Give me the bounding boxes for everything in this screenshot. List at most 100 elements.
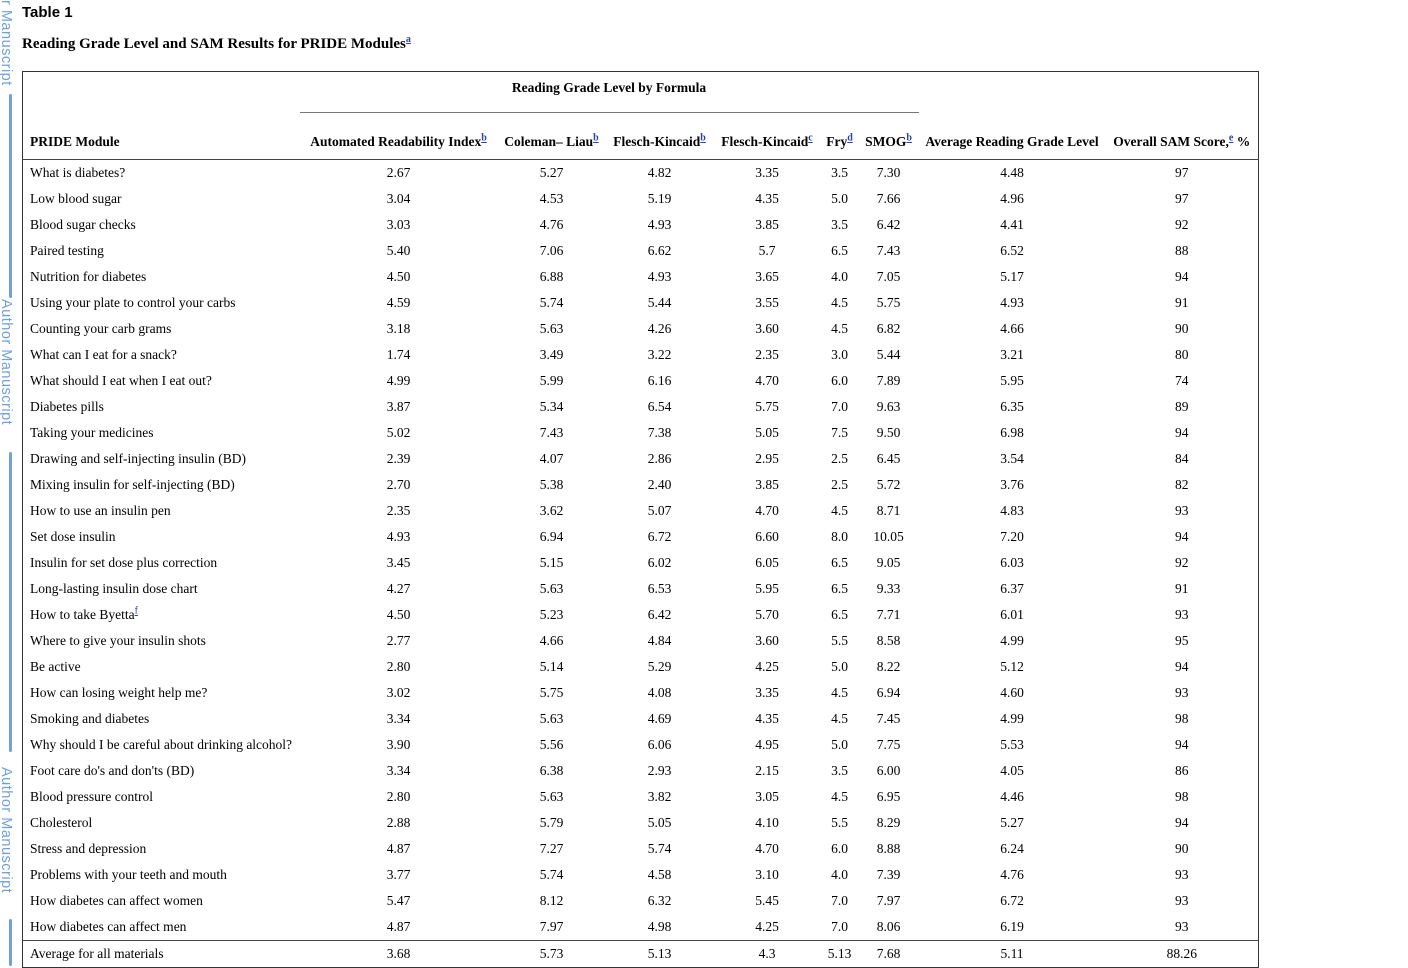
column-header-fry: Fryd xyxy=(826,132,853,149)
footnote-link-e[interactable]: e xyxy=(1228,132,1234,144)
value-cell: 2.5 xyxy=(831,451,848,466)
value-cell: 5.0 xyxy=(831,659,848,674)
value-cell: 97 xyxy=(1175,165,1189,180)
value-cell: 6.5 xyxy=(831,581,848,596)
value-cell: 5.11 xyxy=(918,940,1106,968)
module-cell: How diabetes can affect women xyxy=(30,893,203,908)
value-cell: 4.93 xyxy=(647,217,672,232)
value-cell: 3.85 xyxy=(755,217,779,232)
value-cell: 5.75 xyxy=(755,399,779,414)
module-cell: Nutrition for diabetes xyxy=(30,269,147,284)
value-cell: 7.89 xyxy=(876,373,901,388)
module-cell: What is diabetes? xyxy=(30,165,126,180)
value-cell: 5.05 xyxy=(755,425,779,440)
value-cell: 4.35 xyxy=(755,711,779,726)
module-cell: How can losing weight help me? xyxy=(30,685,208,700)
value-cell: 6.16 xyxy=(647,373,672,388)
value-cell: 8.0 xyxy=(831,529,848,544)
value-cell: 5.23 xyxy=(539,607,564,622)
table-row: Taking your medicines 5.02 7.43 7.38 5.05 7.5… xyxy=(23,420,1259,446)
value-cell: 6.94 xyxy=(539,529,564,544)
value-cell: 6.54 xyxy=(647,399,672,414)
table-row: Using your plate to control your carbs 4.… xyxy=(23,290,1259,316)
column-header-smog: SMOGb xyxy=(865,132,912,149)
value-cell: 5.15 xyxy=(539,555,564,570)
value-cell: 8.06 xyxy=(876,919,901,934)
value-cell: 6.32 xyxy=(647,893,672,908)
value-cell: 5.72 xyxy=(876,477,901,492)
value-cell: 93 xyxy=(1175,607,1189,622)
author-manuscript-watermark: r Manuscript xyxy=(0,0,14,86)
footnote-link-b[interactable]: b xyxy=(700,132,706,144)
value-cell: 5.74 xyxy=(539,295,564,310)
value-cell: 9.33 xyxy=(876,581,901,596)
table-row: Smoking and diabetes 3.34 5.63 4.69 4.35 4.5 7… xyxy=(23,706,1259,732)
value-cell: 7.45 xyxy=(876,711,901,726)
footnote-link-b[interactable]: b xyxy=(593,132,599,144)
value-cell: 2.88 xyxy=(386,815,411,830)
value-cell: 6.45 xyxy=(876,451,901,466)
value-cell: 4.66 xyxy=(539,633,564,648)
value-cell: 3.35 xyxy=(755,165,779,180)
value-cell: 5.34 xyxy=(539,399,564,414)
value-cell: 94 xyxy=(1175,737,1189,752)
footnote-link-a[interactable]: a xyxy=(405,34,411,45)
value-cell: 6.5 xyxy=(831,555,848,570)
value-cell: 8.71 xyxy=(876,503,901,518)
value-cell: 5.0 xyxy=(831,191,848,206)
value-cell: 5.63 xyxy=(539,711,564,726)
value-cell: 7.71 xyxy=(876,607,901,622)
value-cell: 3.54 xyxy=(1000,451,1024,466)
value-cell: 6.03 xyxy=(1000,555,1024,570)
module-cell: Long-lasting insulin dose chart xyxy=(30,581,198,596)
value-cell: 4.07 xyxy=(539,451,564,466)
value-cell: 6.01 xyxy=(1000,607,1024,622)
footnote-link-c[interactable]: c xyxy=(808,132,813,144)
table-row: How diabetes can affect men 4.87 7.97 4.98 4… xyxy=(23,914,1259,941)
column-header-coleman-liau: Coleman– Liaub xyxy=(504,132,599,149)
table-row: Cholesterol 2.88 5.79 5.05 4.10 5.5 8.29 5.27 94 xyxy=(23,810,1259,836)
value-cell: 6.88 xyxy=(539,269,564,284)
watermark-divider-line xyxy=(9,94,12,298)
value-cell: 4.0 xyxy=(831,867,848,882)
value-cell: 2.80 xyxy=(386,789,411,804)
value-cell: 6.94 xyxy=(876,685,901,700)
table-row: Stress and depression 4.87 7.27 5.74 4.70 6.0… xyxy=(23,836,1259,862)
value-cell: 9.63 xyxy=(876,399,901,414)
value-cell: 7.30 xyxy=(876,165,901,180)
value-cell: 5.70 xyxy=(755,607,779,622)
table-row: Insulin for set dose plus correction 3.45… xyxy=(23,550,1259,576)
value-cell: 3.21 xyxy=(1000,347,1024,362)
footnote-link-b[interactable]: b xyxy=(481,132,487,144)
value-cell: 5.05 xyxy=(647,815,672,830)
value-cell: 4.50 xyxy=(386,269,411,284)
value-cell: 93 xyxy=(1175,919,1189,934)
average-row: Average for all materials 3.68 5.73 5.13 4.3… xyxy=(22,940,1259,968)
value-cell: 5.13 xyxy=(605,940,714,968)
footnote-link-d[interactable]: d xyxy=(847,132,853,144)
module-cell: How to take Byettaf xyxy=(30,605,138,622)
value-cell: 84 xyxy=(1175,451,1189,466)
value-cell: 4.93 xyxy=(1000,295,1024,310)
value-cell: 7.39 xyxy=(876,867,901,882)
module-cell: Mixing insulin for self-injecting (BD) xyxy=(30,477,235,492)
footnote-link-b[interactable]: b xyxy=(906,132,912,144)
value-cell: 6.42 xyxy=(647,607,672,622)
value-cell: 4.05 xyxy=(1000,763,1024,778)
value-cell: 5.27 xyxy=(1000,815,1024,830)
value-cell: 4.96 xyxy=(1000,191,1024,206)
value-cell: 4.3 xyxy=(713,940,821,968)
value-cell: 4.99 xyxy=(386,373,411,388)
footnote-link-f[interactable]: f xyxy=(134,605,138,617)
value-cell: 3.02 xyxy=(386,685,411,700)
table-row: How can losing weight help me? 3.02 5.75 4.… xyxy=(23,680,1259,706)
value-cell: 3.34 xyxy=(386,711,411,726)
value-cell: 93 xyxy=(1175,867,1189,882)
value-cell: 3.5 xyxy=(831,165,848,180)
module-cell: How diabetes can affect men xyxy=(30,919,187,934)
value-cell: 3.77 xyxy=(386,867,411,882)
value-cell: 2.93 xyxy=(647,763,672,778)
value-cell: 7.05 xyxy=(876,269,901,284)
value-cell: 3.87 xyxy=(386,399,411,414)
value-cell: 8.22 xyxy=(876,659,901,674)
